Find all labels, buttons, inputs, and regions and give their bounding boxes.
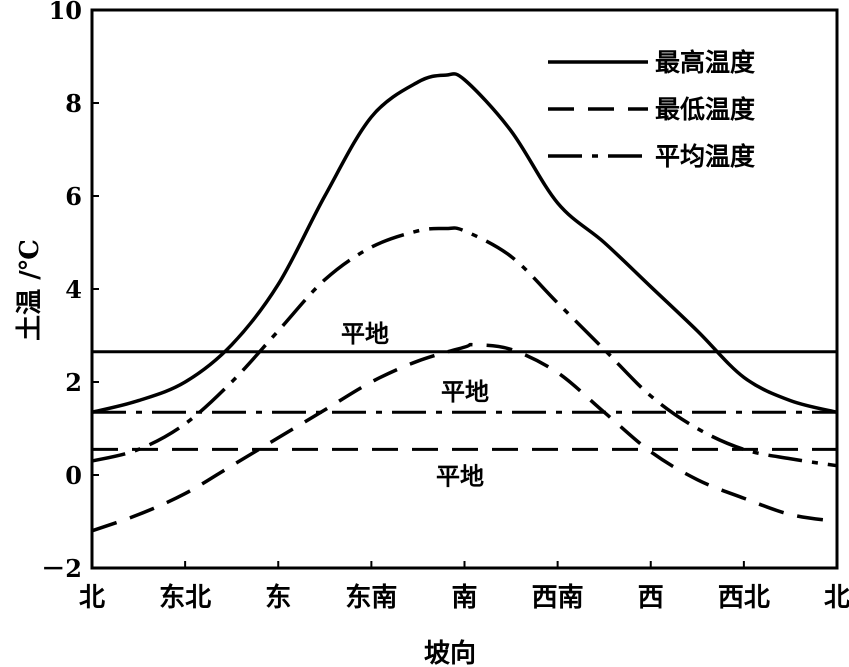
y-tick-label: 4 [65, 275, 82, 304]
y-tick-label: －2 [41, 554, 82, 583]
x-tick-label: 北 [79, 583, 105, 613]
y-tick-label: 2 [65, 368, 82, 397]
legend-label: 平均温度 [655, 142, 755, 171]
y-tick-label: 0 [65, 461, 82, 490]
flat-ground-label: 平地 [341, 319, 389, 348]
x-tick-label: 东 [265, 582, 291, 613]
x-tick-label: 北 [824, 583, 849, 613]
y-axis-label: 土温 /℃ [15, 239, 45, 341]
y-tick-label: 10 [49, 0, 82, 25]
flat-ground-label: 平地 [441, 377, 489, 406]
x-axis-label: 坡向 [424, 638, 476, 667]
series-line [91, 226, 838, 468]
y-tick-label: 6 [65, 182, 82, 211]
x-tick-label: 东南 [345, 582, 397, 613]
x-tick-label: 西北 [718, 583, 770, 613]
x-tick-label: 西 [638, 583, 664, 613]
series-line [91, 72, 838, 414]
axes: －2 0 2 4 6 8 10 北 东北 东 东南 南 西南 西 西北 北 [41, 0, 849, 613]
labels: 土温 /℃ 坡向 [15, 239, 476, 667]
legend-label: 最高温度 [655, 48, 755, 77]
x-tick-label: 南 [451, 583, 477, 613]
flat-ground-label: 平地 [436, 461, 484, 490]
series-line [91, 342, 838, 533]
legend-label: 最低温度 [655, 95, 755, 124]
x-tick-label: 东北 [159, 582, 211, 613]
y-tick-label: 8 [65, 89, 82, 118]
x-tick-label: 西南 [532, 583, 584, 613]
